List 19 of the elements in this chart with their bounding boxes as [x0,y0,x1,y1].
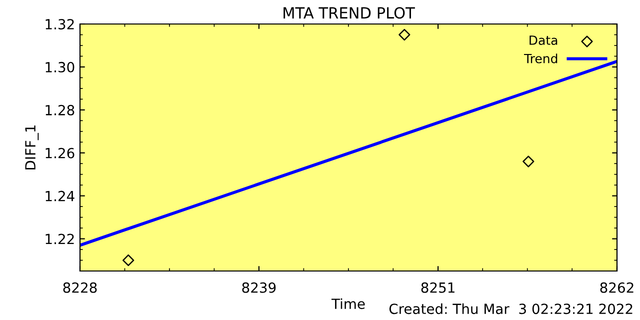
point [522,156,534,168]
chart-title: MTA TREND PLOT [284,7,415,19]
text: Created: Thu Mar 3 02:23:21 2022 [389,303,632,314]
x-tick-label: 8251 [421,282,454,293]
point [122,254,134,266]
legend-label: Trend [524,54,558,64]
y-tick-label: 1.30 [46,62,74,72]
y-axis-title: DIFF_1 [25,126,39,170]
y-tick-label: 1.28 [46,104,74,116]
legend-label: Data [530,36,558,45]
x-axis-title: Time [331,298,365,310]
y-tick-label: 1.24 [46,190,74,202]
y-tick-label: 1.26 [46,148,74,158]
y-tick-label: 1.22 [46,234,74,244]
x-tick-label: 8228 [63,282,97,293]
y-tick-label: 1.32 [46,18,74,30]
x-tick-label: 8262 [600,282,634,293]
point [398,28,410,41]
x-tick-label: 8239 [242,282,276,293]
